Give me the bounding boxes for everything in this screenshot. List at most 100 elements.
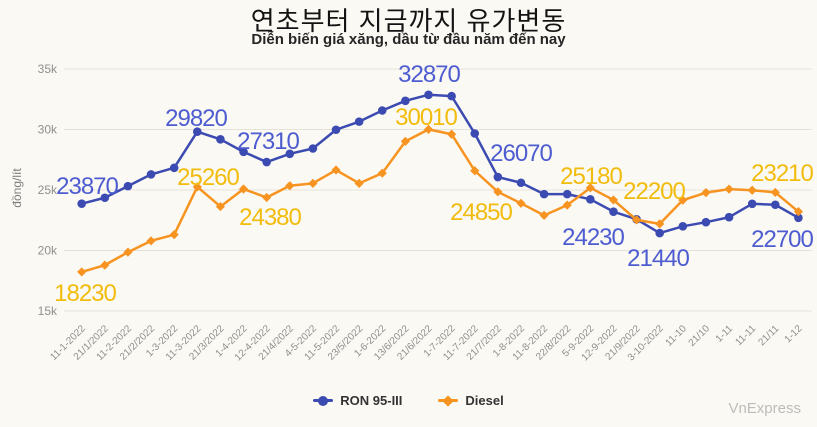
ron95-point[interactable] (470, 129, 480, 138)
y-axis-title: đồng/lít (10, 168, 24, 208)
y-axis-tick-label: 30k (38, 123, 58, 137)
ron95-point[interactable] (216, 135, 225, 144)
legend-item-ron95[interactable]: RON 95-III (313, 393, 402, 408)
x-axis-tick-label: 21/11 (756, 323, 781, 348)
x-axis-tick-label: 1-12 (783, 323, 805, 345)
data-label: 23870 (56, 173, 118, 200)
x-axis-tick-label: 21/10 (687, 323, 713, 349)
ron95-point[interactable] (539, 189, 549, 199)
diesel-point[interactable] (447, 129, 457, 139)
diesel-point[interactable] (169, 230, 179, 240)
ron95-point[interactable] (308, 144, 318, 153)
data-label: 18230 (54, 280, 116, 307)
diesel-point[interactable] (701, 188, 711, 198)
ron95-point[interactable] (331, 125, 341, 135)
diesel-point[interactable] (631, 215, 642, 225)
diesel-point[interactable] (238, 184, 249, 194)
diesel-point[interactable] (516, 198, 526, 208)
diesel-point[interactable] (470, 166, 480, 176)
diesel-point[interactable] (262, 192, 272, 203)
y-axis-tick-label: 15k (38, 304, 58, 318)
data-label: 25180 (560, 163, 622, 190)
diesel-point[interactable] (377, 168, 387, 178)
ron95-point[interactable] (794, 213, 803, 223)
data-label: 24230 (562, 224, 624, 251)
ron95-point[interactable] (771, 200, 780, 210)
x-axis-tick-label: 11-11 (733, 323, 758, 348)
diesel-point[interactable] (770, 187, 780, 198)
diesel-point[interactable] (308, 178, 318, 188)
diesel-point[interactable] (100, 260, 110, 270)
diesel-point[interactable] (655, 219, 665, 229)
diesel-point[interactable] (562, 200, 572, 210)
ron95-point[interactable] (447, 91, 456, 101)
y-axis-tick-label: 25k (38, 183, 58, 197)
diesel-line-marker-icon (438, 394, 459, 407)
ron95-point[interactable] (516, 178, 526, 188)
ron95-point[interactable] (424, 90, 433, 100)
data-label: 27310 (237, 128, 299, 155)
data-label: 29820 (165, 105, 227, 132)
ron95-point[interactable] (747, 199, 757, 209)
diesel-point[interactable] (793, 207, 804, 217)
data-label: 30010 (395, 104, 457, 131)
x-axis-tick-label: 1-11 (714, 323, 736, 345)
diesel-point[interactable] (678, 195, 688, 205)
ron95-point[interactable] (123, 181, 133, 191)
diesel-point[interactable] (585, 183, 595, 193)
data-label: 24380 (239, 204, 301, 231)
data-label: 22200 (623, 178, 685, 205)
data-label: 32870 (398, 61, 460, 88)
ron95-point[interactable] (724, 212, 734, 222)
ron95-point[interactable] (701, 217, 711, 227)
ron95-point[interactable] (285, 149, 295, 159)
ron95-point[interactable] (678, 222, 688, 231)
chart-title: 연초부터 지금까지 유가변동 (250, 6, 567, 36)
ron95-point[interactable] (262, 157, 271, 167)
diesel-line (80, 128, 800, 274)
legend-label-ron95: RON 95-III (340, 393, 403, 408)
diesel-point[interactable] (146, 236, 156, 246)
x-axis-tick-label: 11-10 (664, 323, 690, 349)
chart-subtitle: Diễn biến giá xăng, dầu từ đầu năm đến n… (251, 31, 566, 48)
legend-item-diesel[interactable]: Diesel (438, 393, 504, 408)
data-label: 22700 (751, 226, 813, 253)
legend: RON 95-III Diesel (0, 393, 817, 408)
diesel-point[interactable] (215, 201, 226, 212)
diesel-point[interactable] (400, 136, 410, 146)
vnexpress-watermark: VnExpress (728, 400, 801, 417)
diesel-point[interactable] (354, 178, 364, 188)
ron95-point[interactable] (239, 147, 248, 157)
ron95-point[interactable] (562, 189, 572, 199)
diesel-point[interactable] (285, 181, 295, 191)
ron95-point[interactable] (169, 163, 179, 173)
diesel-point[interactable] (493, 187, 503, 197)
data-label: 26070 (490, 140, 552, 167)
ron95-point[interactable] (401, 96, 410, 106)
data-label: 25260 (177, 164, 239, 191)
ron95-point[interactable] (377, 106, 387, 115)
ron95-point[interactable] (193, 127, 202, 136)
ron95-point[interactable] (493, 172, 503, 182)
legend-label-diesel: Diesel (465, 393, 504, 408)
diesel-point[interactable] (77, 267, 87, 277)
data-label: 23210 (751, 160, 813, 187)
diesel-point[interactable] (331, 165, 341, 175)
diesel-point[interactable] (747, 185, 757, 195)
ron95-point[interactable] (655, 228, 664, 238)
ron95-line-marker-icon (313, 395, 334, 406)
ron95-point[interactable] (354, 117, 364, 126)
ron95-point[interactable] (100, 193, 110, 203)
diesel-point[interactable] (192, 182, 202, 192)
ron95-point[interactable] (609, 207, 618, 216)
diesel-point[interactable] (724, 184, 734, 194)
diesel-point[interactable] (608, 195, 619, 205)
diesel-point[interactable] (539, 210, 549, 221)
ron95-point[interactable] (146, 170, 156, 179)
ron95-point[interactable] (586, 195, 595, 204)
diesel-point[interactable] (123, 247, 133, 257)
diesel-point[interactable] (423, 124, 434, 134)
ron95-point[interactable] (77, 199, 86, 208)
